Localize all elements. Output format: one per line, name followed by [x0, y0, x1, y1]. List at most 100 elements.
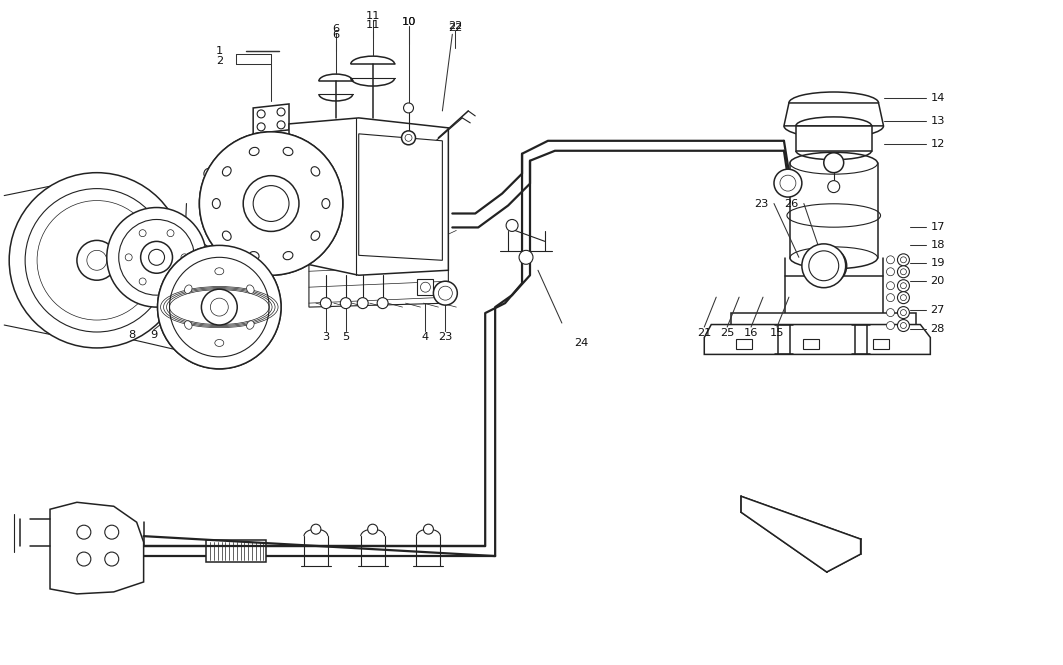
Ellipse shape — [283, 251, 293, 260]
Text: 6: 6 — [333, 24, 339, 35]
Polygon shape — [731, 313, 916, 325]
Circle shape — [887, 268, 894, 276]
Ellipse shape — [250, 148, 259, 156]
Circle shape — [169, 257, 269, 357]
Text: 26: 26 — [783, 199, 798, 209]
Circle shape — [887, 256, 894, 264]
Circle shape — [204, 168, 215, 179]
Circle shape — [368, 524, 377, 534]
Circle shape — [277, 121, 285, 129]
Text: 9: 9 — [150, 330, 157, 340]
Text: 14: 14 — [930, 93, 945, 103]
Ellipse shape — [311, 231, 320, 240]
Ellipse shape — [311, 231, 320, 240]
Ellipse shape — [322, 199, 330, 209]
Circle shape — [897, 307, 910, 319]
Circle shape — [87, 250, 106, 270]
Circle shape — [157, 245, 281, 369]
Polygon shape — [796, 126, 872, 151]
Circle shape — [900, 257, 907, 263]
Polygon shape — [253, 104, 289, 134]
Circle shape — [887, 322, 894, 330]
Circle shape — [887, 282, 894, 290]
Circle shape — [809, 251, 839, 281]
Circle shape — [402, 131, 416, 145]
Circle shape — [828, 181, 840, 193]
Circle shape — [210, 298, 229, 316]
Circle shape — [257, 123, 265, 131]
Circle shape — [357, 298, 368, 309]
Polygon shape — [873, 339, 889, 349]
Circle shape — [167, 278, 174, 285]
Circle shape — [169, 257, 269, 357]
Ellipse shape — [250, 251, 259, 260]
Circle shape — [519, 250, 533, 264]
Circle shape — [139, 229, 146, 237]
Text: 3: 3 — [322, 332, 330, 342]
Polygon shape — [418, 279, 434, 295]
Circle shape — [253, 186, 289, 221]
Circle shape — [149, 249, 165, 265]
Circle shape — [257, 110, 265, 118]
Circle shape — [897, 292, 910, 304]
Circle shape — [201, 289, 237, 325]
Text: 21: 21 — [697, 328, 711, 338]
Circle shape — [897, 254, 910, 266]
Text: 6: 6 — [333, 30, 339, 41]
Ellipse shape — [215, 268, 224, 275]
Text: 19: 19 — [930, 258, 945, 268]
Circle shape — [404, 103, 414, 113]
Circle shape — [253, 186, 289, 221]
Polygon shape — [289, 118, 449, 275]
Ellipse shape — [247, 285, 254, 293]
Ellipse shape — [283, 148, 293, 156]
Circle shape — [897, 266, 910, 278]
Circle shape — [224, 268, 235, 279]
Ellipse shape — [311, 167, 320, 176]
Ellipse shape — [215, 339, 224, 346]
Circle shape — [887, 309, 894, 317]
Circle shape — [310, 524, 321, 534]
Text: 20: 20 — [930, 276, 945, 286]
Circle shape — [780, 175, 796, 191]
Circle shape — [37, 201, 156, 320]
Text: 13: 13 — [930, 116, 945, 126]
Circle shape — [774, 169, 802, 197]
Polygon shape — [737, 339, 753, 349]
Text: 24: 24 — [575, 338, 589, 348]
Text: 23: 23 — [754, 199, 769, 209]
Circle shape — [243, 176, 299, 231]
Circle shape — [900, 283, 907, 289]
Circle shape — [811, 248, 846, 284]
Circle shape — [181, 254, 188, 261]
Circle shape — [259, 147, 267, 154]
Circle shape — [506, 219, 518, 231]
Circle shape — [438, 286, 453, 300]
Text: 10: 10 — [401, 17, 416, 27]
Text: 18: 18 — [930, 240, 945, 250]
Ellipse shape — [185, 285, 192, 293]
Ellipse shape — [311, 167, 320, 176]
Text: 11: 11 — [366, 11, 379, 21]
Ellipse shape — [283, 251, 293, 260]
Text: 22: 22 — [449, 23, 462, 33]
Polygon shape — [309, 231, 449, 307]
Circle shape — [105, 552, 119, 566]
Circle shape — [201, 289, 237, 325]
Text: 17: 17 — [930, 222, 945, 233]
Circle shape — [200, 132, 342, 275]
Ellipse shape — [250, 251, 259, 260]
Text: 5: 5 — [342, 332, 350, 342]
Ellipse shape — [222, 167, 231, 176]
Circle shape — [77, 552, 90, 566]
Ellipse shape — [283, 148, 293, 156]
Circle shape — [206, 171, 213, 176]
Text: 22: 22 — [449, 21, 462, 31]
Circle shape — [210, 298, 229, 316]
Circle shape — [200, 132, 342, 275]
Circle shape — [900, 323, 907, 329]
Circle shape — [26, 189, 169, 332]
Circle shape — [140, 241, 172, 273]
Circle shape — [900, 295, 907, 301]
Text: 25: 25 — [720, 328, 735, 338]
